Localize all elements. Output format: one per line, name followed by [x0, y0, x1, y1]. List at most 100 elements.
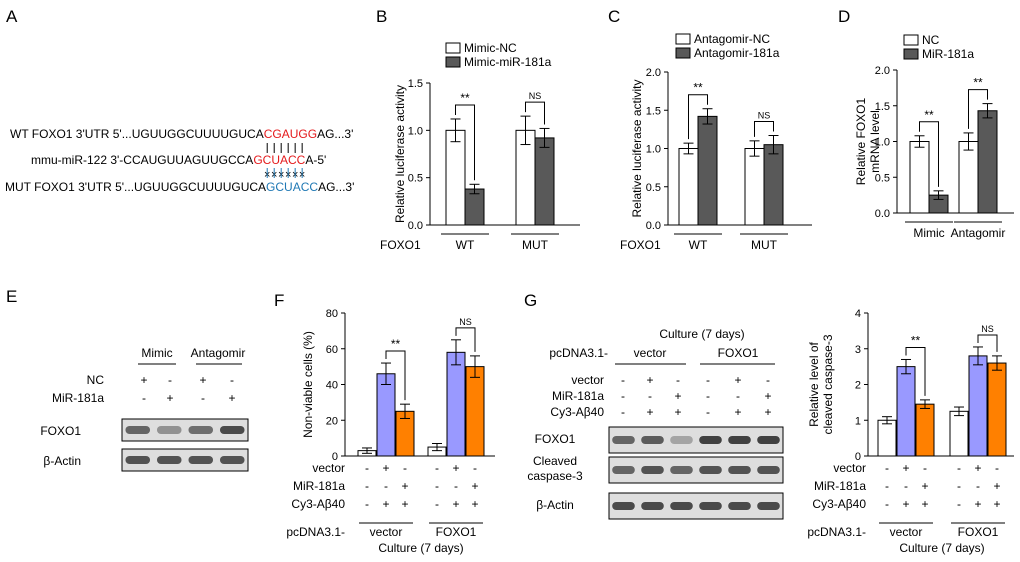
bar	[915, 403, 935, 457]
blot-label: β-Actin	[536, 498, 574, 512]
wt-sequence: WT FOXO1 3'UTR 5'...UGUUGGCUUUUGUCACGAUG…	[10, 127, 353, 141]
treatment-mark: -	[957, 479, 961, 493]
y-tick-label: 4	[855, 308, 861, 320]
y-tick-label: 1	[855, 415, 861, 427]
treatment-mark: -	[621, 405, 625, 419]
culture-footer: Culture (7 days)	[899, 541, 984, 555]
group-label: WT	[456, 238, 475, 252]
panel-letter-e: E	[6, 287, 17, 306]
y-tick-label: 0.5	[408, 173, 423, 185]
mirna-prefix: mmu-miR-122 3'-CCAUGUUAGUUGCCA	[31, 153, 253, 167]
group-row-label: pcDNA3.1-	[549, 346, 608, 360]
treatment-mark: -	[365, 497, 369, 511]
significance-bracket	[455, 104, 475, 181]
y-tick-label: 80	[326, 308, 338, 320]
y-tick-label: 1.5	[646, 105, 661, 117]
group-label: Mimic	[913, 226, 944, 240]
blot-strip	[121, 418, 249, 442]
panel-a-sequence-alignment: WT FOXO1 3'UTR 5'...UGUUGGCUUUUGUCACGAUG…	[5, 127, 354, 194]
blot-band	[219, 426, 245, 434]
significance-label: **	[973, 76, 983, 90]
treatment-row-label: Cy3-Aβ40	[812, 497, 866, 511]
treatment-mark: +	[471, 479, 478, 493]
y-axis-label: mRNA level	[868, 110, 882, 173]
legend-entry: NC	[922, 33, 940, 47]
treatment-mark: -	[435, 497, 439, 511]
panel-letter-a: A	[6, 7, 18, 26]
wt-site: CGAUGG	[264, 127, 317, 141]
row-label: FOXO1	[380, 238, 421, 252]
significance-bracket	[977, 334, 998, 352]
group-label: Antagomir	[951, 226, 1006, 240]
significance-bracket	[385, 350, 406, 401]
group-label: vector	[634, 346, 667, 360]
treatment-mark: +	[166, 391, 173, 405]
treatment-mark: -	[384, 479, 388, 493]
y-tick-label: 1.0	[408, 125, 423, 137]
blot-band	[728, 436, 751, 444]
y-axis-label: cleaved caspase-3	[821, 334, 835, 434]
treatment-mark: +	[974, 497, 981, 511]
treatment-row-label: MiR-181a	[552, 389, 604, 403]
bar	[968, 355, 988, 457]
blot-band	[125, 456, 151, 464]
panel-d-foxo1-mrna: 0.0 0.5 1.0 1.5 2.0 Relative FOXO1 mRNA level *…	[854, 33, 1014, 240]
wt-prefix: WT FOXO1 3'UTR 5'...UGUUGGCUUUUGUCA	[10, 127, 264, 141]
y-tick-label: 2.0	[875, 65, 890, 77]
treatment-mark: +	[228, 391, 235, 405]
row-label: FOXO1	[620, 238, 661, 252]
blot-band	[670, 502, 693, 510]
group-label: WT	[689, 238, 708, 252]
treatment-mark: +	[674, 389, 681, 403]
legend-swatch	[445, 56, 461, 68]
blot-band	[757, 502, 780, 510]
blot-band	[699, 466, 722, 474]
significance-label: **	[460, 91, 470, 105]
treatment-mark: -	[648, 389, 652, 403]
legend-swatch	[903, 48, 919, 60]
mirna-sequence: mmu-miR-122 3'-CCAUGUUAGUUGCCAGCUACCA-5'	[31, 153, 326, 167]
y-tick-label: 0	[855, 451, 861, 463]
significance-label: **	[911, 333, 921, 347]
y-axis-label: Relative FOXO1	[854, 97, 868, 185]
significance-label: **	[924, 108, 934, 122]
y-tick-label: 0.0	[646, 220, 661, 232]
treatment-mark: -	[885, 479, 889, 493]
treatment-mark: -	[201, 391, 205, 405]
significance-label: NS	[529, 91, 542, 101]
treatment-mark: +	[674, 405, 681, 419]
blot-label: caspase-3	[527, 469, 583, 483]
blot-band	[699, 502, 722, 510]
blot-band	[156, 426, 182, 434]
treatment-mark: -	[403, 461, 407, 475]
y-tick-label: 3	[855, 344, 861, 356]
group-label: vector	[890, 525, 923, 539]
panel-g-western-blot: Culture (7 days) pcDNA3.1- vector FOXO1 vect…	[527, 327, 784, 520]
blot-band	[728, 502, 751, 510]
treatment-mark: -	[435, 479, 439, 493]
blot-band	[757, 436, 780, 444]
blot-band	[612, 436, 635, 444]
blot-label: FOXO1	[535, 432, 576, 446]
treatment-mark: -	[885, 497, 889, 511]
blot-band	[670, 466, 693, 474]
treatment-mark: -	[676, 373, 680, 387]
blot-band	[156, 456, 182, 464]
blot-band	[757, 466, 780, 474]
treatment-row-label: NC	[87, 373, 105, 387]
bar	[949, 410, 969, 457]
treatment-mark: -	[168, 373, 172, 387]
pairing-bars	[266, 143, 303, 153]
treatment-mark: -	[706, 373, 710, 387]
bar	[987, 362, 1007, 457]
treatment-mark: -	[621, 373, 625, 387]
blot-band	[219, 456, 245, 464]
treatment-row-label: MiR-181a	[52, 391, 104, 405]
legend-swatch	[675, 47, 691, 59]
treatment-mark: +	[646, 373, 653, 387]
panel-letter-d: D	[838, 7, 850, 26]
treatment-mark: -	[923, 461, 927, 475]
treatment-mark: +	[382, 461, 389, 475]
